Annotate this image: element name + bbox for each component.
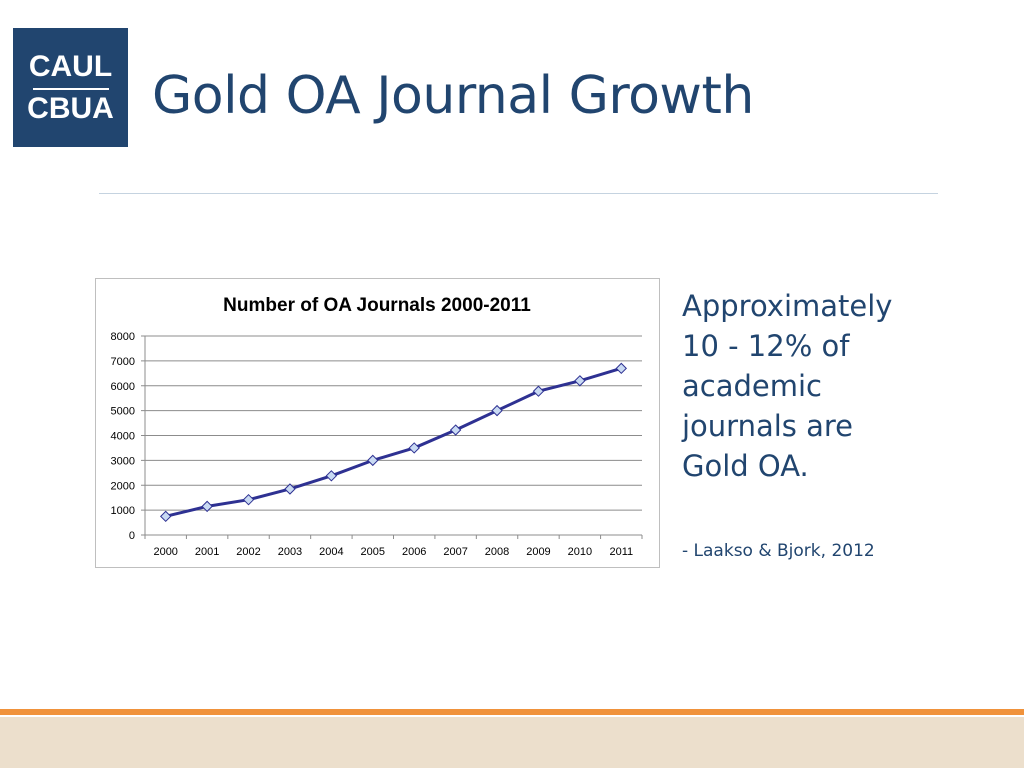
y-tick-label: 5000 <box>111 406 135 418</box>
x-tick-label: 2006 <box>402 546 426 558</box>
series-line <box>164 366 623 518</box>
side-note-line: Gold OA. <box>682 449 809 483</box>
x-tick-label: 2001 <box>195 546 219 558</box>
line-chart: Number of OA Journals 2000-2011 0 1000 200… <box>111 295 643 558</box>
y-tick-label: 0 <box>129 530 135 542</box>
x-tick-label: 2003 <box>278 546 302 558</box>
title-divider <box>99 193 938 194</box>
citation: - Laakso & Bjork, 2012 <box>682 541 875 561</box>
data-point-marker <box>491 404 503 417</box>
data-point-marker <box>284 483 296 495</box>
logo-text-caul: CAUL <box>28 49 113 83</box>
data-point-marker <box>325 470 338 482</box>
data-point-marker <box>367 454 379 467</box>
data-point-marker <box>201 500 213 513</box>
y-tick-label: 4000 <box>111 431 135 443</box>
y-tick-label: 6000 <box>111 381 135 393</box>
y-tick-label: 1000 <box>111 505 135 517</box>
logo-divider <box>32 87 109 90</box>
side-note-line: 10 - 12% of <box>682 329 850 363</box>
logo-text-cbua: CBUA <box>27 91 114 125</box>
x-tick-label: 2009 <box>526 546 550 558</box>
caul-cbua-logo: CAUL CBUA <box>13 28 128 147</box>
x-tick-label: 2000 <box>153 546 177 558</box>
side-note-line: journals are <box>682 409 854 443</box>
slide-title: Gold OA Journal Growth <box>152 66 754 126</box>
data-point-marker <box>160 510 172 523</box>
y-tick-label: 2000 <box>111 480 135 492</box>
x-tick-label: 2007 <box>443 546 467 558</box>
side-note-line: academic <box>682 369 822 403</box>
x-tick-labels: 2000 2001 2002 2003 2004 2005 2006 2007 2008 2009… <box>153 546 633 558</box>
series-line-layer <box>164 366 623 518</box>
x-tick-label: 2011 <box>609 546 633 558</box>
data-point-marker <box>408 442 420 454</box>
side-note: Approximately 10 - 12% of academic journ… <box>682 286 982 486</box>
chart-container: Number of OA Journals 2000-2011 0 1000 200… <box>95 278 660 568</box>
x-tick-label: 2002 <box>236 546 260 558</box>
data-point-marker <box>615 362 627 375</box>
data-point-marker <box>574 375 586 387</box>
side-note-line: Approximately <box>682 289 893 323</box>
y-tick-label: 3000 <box>111 455 135 467</box>
footer-accent-bar <box>0 709 1024 715</box>
chart-title: Number of OA Journals 2000-2011 <box>223 295 531 316</box>
gridlines <box>145 335 642 511</box>
axes <box>141 335 643 539</box>
data-markers <box>160 362 627 523</box>
data-point-marker <box>449 424 462 436</box>
data-point-marker <box>532 385 545 397</box>
footer-band <box>0 717 1024 768</box>
x-tick-label: 2010 <box>568 546 592 558</box>
x-tick-label: 2008 <box>485 546 509 558</box>
footer-gap <box>0 715 1024 717</box>
y-tick-label: 8000 <box>111 331 135 343</box>
x-tick-label: 2005 <box>361 546 385 558</box>
y-tick-label: 7000 <box>111 356 135 368</box>
y-tick-labels: 0 1000 2000 3000 4000 5000 6000 7000 8000 <box>111 331 135 542</box>
x-tick-label: 2004 <box>319 546 343 558</box>
data-point-marker <box>242 493 255 506</box>
